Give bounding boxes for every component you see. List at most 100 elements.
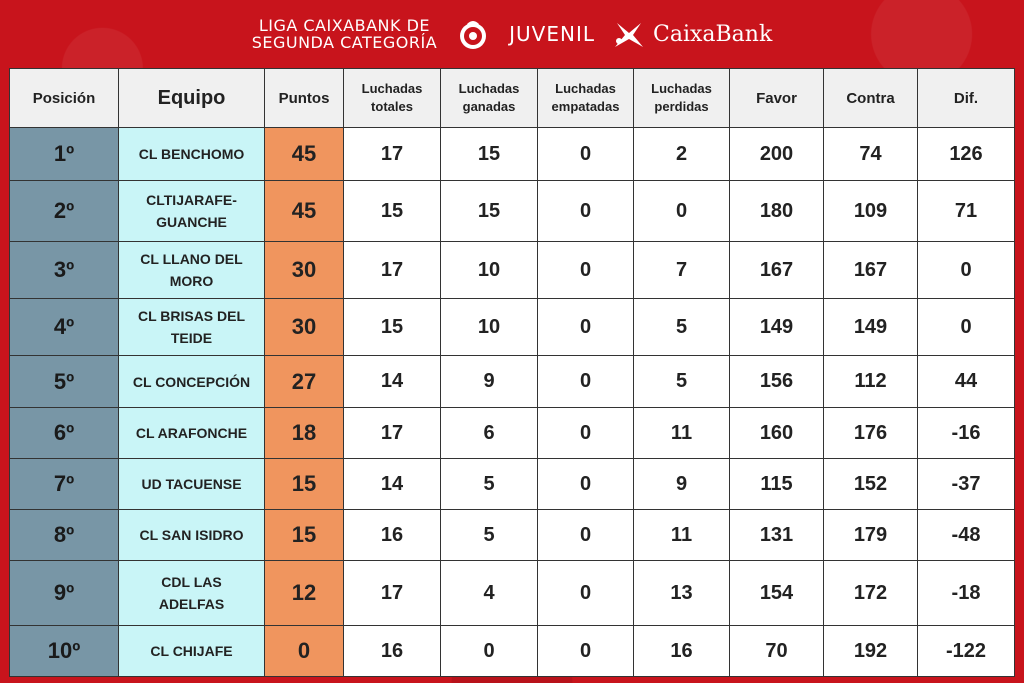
favor-cell: 156 (729, 355, 824, 408)
total-cell: 15 (343, 180, 441, 242)
dif-cell: 71 (917, 180, 1015, 242)
position-cell: 10º (9, 625, 119, 677)
position-cell: 5º (9, 355, 119, 408)
favor-cell: 160 (729, 407, 824, 459)
col-header-contra: Contra (823, 68, 918, 128)
points-cell: 15 (264, 509, 344, 561)
contra-cell: 149 (823, 298, 918, 356)
header-banner: LIGA CAIXABANK DE SEGUNDA CATEGORÍA JUVE… (0, 0, 1024, 68)
position-cell: 1º (9, 127, 119, 181)
drawn-cell: 0 (537, 180, 634, 242)
lost-cell: 2 (633, 127, 730, 181)
drawn-cell: 0 (537, 298, 634, 356)
lost-cell: 0 (633, 180, 730, 242)
dif-cell: 44 (917, 355, 1015, 408)
sponsor-logo: CaixaBank (613, 19, 772, 49)
position-cell: 6º (9, 407, 119, 459)
total-cell: 14 (343, 458, 441, 510)
favor-cell: 167 (729, 241, 824, 299)
drawn-cell: 0 (537, 407, 634, 459)
total-cell: 17 (343, 127, 441, 181)
col-header-dif: Dif. (917, 68, 1015, 128)
federation-emblem-icon (460, 21, 487, 49)
standings-table-wrapper: Posición Equipo Puntos Luchadas totales … (9, 68, 1015, 677)
dif-cell: -16 (917, 407, 1015, 459)
dif-cell: 0 (917, 298, 1015, 356)
won-cell: 15 (440, 127, 538, 181)
points-cell: 0 (264, 625, 344, 677)
total-cell: 17 (343, 407, 441, 459)
points-cell: 27 (264, 355, 344, 408)
standings-table: Posición Equipo Puntos Luchadas totales … (9, 68, 1015, 677)
favor-cell: 154 (729, 560, 824, 626)
contra-cell: 192 (823, 625, 918, 677)
position-cell: 8º (9, 509, 119, 561)
team-cell: CL SAN ISIDRO (118, 509, 265, 561)
col-header-drawn: Luchadas empatadas (537, 68, 634, 128)
lost-cell: 5 (633, 355, 730, 408)
total-cell: 16 (343, 509, 441, 561)
points-cell: 18 (264, 407, 344, 459)
col-header-position: Posición (9, 68, 119, 128)
points-cell: 15 (264, 458, 344, 510)
sponsor-name: CaixaBank (653, 21, 773, 47)
won-cell: 4 (440, 560, 538, 626)
points-cell: 30 (264, 241, 344, 299)
drawn-cell: 0 (537, 355, 634, 408)
position-cell: 3º (9, 241, 119, 299)
contra-cell: 179 (823, 509, 918, 561)
table-row: 10º CL CHIJAFE 0 16 0 0 16 70 192 -122 (9, 625, 1015, 677)
col-header-points: Puntos (264, 68, 344, 128)
won-cell: 5 (440, 458, 538, 510)
team-cell: CL BRISAS DEL TEIDE (118, 298, 265, 356)
col-header-lost: Luchadas perdidas (633, 68, 730, 128)
col-header-favor: Favor (729, 68, 824, 128)
team-cell: CL ARAFONCHE (118, 407, 265, 459)
points-cell: 45 (264, 180, 344, 242)
table-row: 5º CL CONCEPCIÓN 27 14 9 0 5 156 112 44 (9, 355, 1015, 408)
col-header-team: Equipo (118, 68, 265, 128)
drawn-cell: 0 (537, 560, 634, 626)
table-row: 3º CL LLANO DEL MORO 30 17 10 0 7 167 167 0 (9, 241, 1015, 299)
table-row: 4º CL BRISAS DEL TEIDE 30 15 10 0 5 149 149 0 (9, 298, 1015, 356)
category-label: JUVENIL (509, 22, 595, 46)
lost-cell: 13 (633, 560, 730, 626)
drawn-cell: 0 (537, 241, 634, 299)
lost-cell: 11 (633, 509, 730, 561)
contra-cell: 176 (823, 407, 918, 459)
drawn-cell: 0 (537, 458, 634, 510)
won-cell: 10 (440, 241, 538, 299)
won-cell: 6 (440, 407, 538, 459)
total-cell: 15 (343, 298, 441, 356)
favor-cell: 200 (729, 127, 824, 181)
contra-cell: 109 (823, 180, 918, 242)
won-cell: 15 (440, 180, 538, 242)
caixabank-star-icon (615, 23, 643, 47)
team-cell: UD TACUENSE (118, 458, 265, 510)
won-cell: 5 (440, 509, 538, 561)
table-row: 8º CL SAN ISIDRO 15 16 5 0 11 131 179 -48 (9, 509, 1015, 561)
team-cell: CDL LAS ADELFAS (118, 560, 265, 626)
header-row: Posición Equipo Puntos Luchadas totales … (9, 68, 1015, 128)
favor-cell: 115 (729, 458, 824, 510)
favor-cell: 149 (729, 298, 824, 356)
points-cell: 30 (264, 298, 344, 356)
total-cell: 14 (343, 355, 441, 408)
favor-cell: 180 (729, 180, 824, 242)
lost-cell: 9 (633, 458, 730, 510)
won-cell: 0 (440, 625, 538, 677)
league-title-line2: SEGUNDA CATEGORÍA (251, 33, 438, 52)
drawn-cell: 0 (537, 509, 634, 561)
contra-cell: 172 (823, 560, 918, 626)
points-cell: 12 (264, 560, 344, 626)
position-cell: 9º (9, 560, 119, 626)
dif-cell: -48 (917, 509, 1015, 561)
table-row: 1º CL BENCHOMO 45 17 15 0 2 200 74 126 (9, 127, 1015, 181)
team-cell: CL CHIJAFE (118, 625, 265, 677)
lost-cell: 11 (633, 407, 730, 459)
dif-cell: 126 (917, 127, 1015, 181)
contra-cell: 152 (823, 458, 918, 510)
team-cell: CL CONCEPCIÓN (118, 355, 265, 408)
total-cell: 17 (343, 241, 441, 299)
league-title: LIGA CAIXABANK DE SEGUNDA CATEGORÍA (252, 17, 437, 51)
